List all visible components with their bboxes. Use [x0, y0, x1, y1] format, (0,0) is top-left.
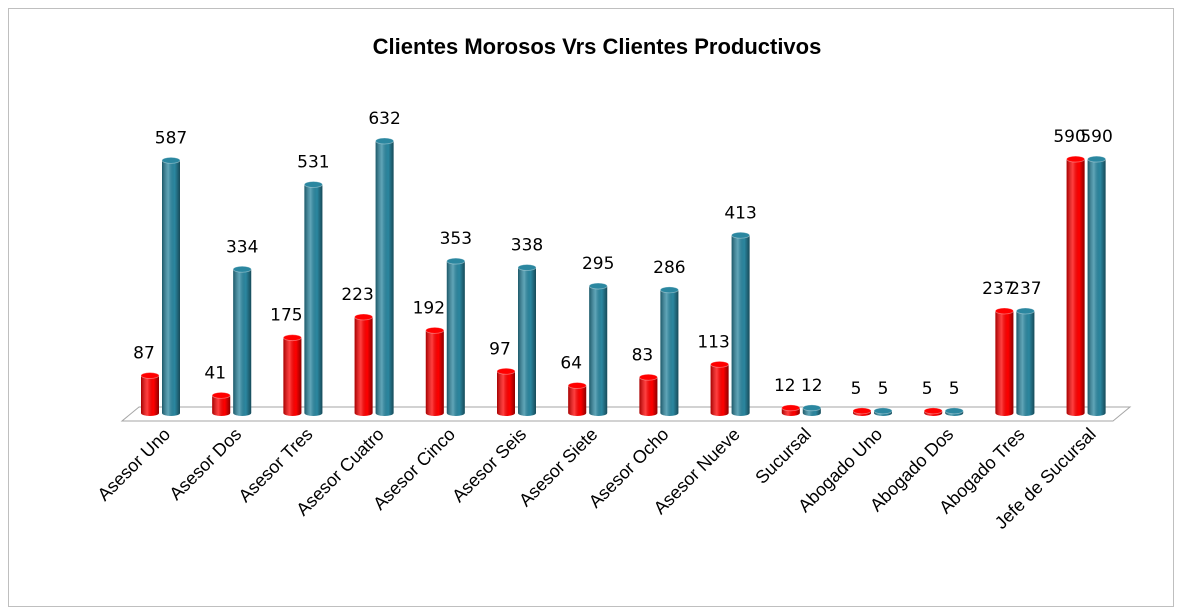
value-label: 286 [653, 258, 685, 278]
bar-top [639, 373, 658, 381]
bar-shade [995, 311, 1014, 416]
bar-top [375, 137, 395, 145]
bar-shade [354, 317, 373, 416]
bar-top [496, 367, 516, 375]
bar-shade [283, 337, 302, 416]
value-label: 587 [155, 128, 187, 148]
value-label: 237 [1009, 279, 1041, 299]
value-label: 632 [368, 109, 400, 129]
value-label: 338 [511, 236, 543, 256]
value-label: 87 [133, 344, 155, 364]
bar-shade [1066, 159, 1085, 417]
bar-top [1066, 155, 1085, 163]
bar-top [1087, 155, 1106, 163]
bar-shade [375, 141, 394, 416]
value-label: 12 [801, 376, 823, 396]
value-label: 64 [560, 353, 582, 373]
value-label: 113 [697, 332, 729, 352]
bar-top [1016, 307, 1035, 315]
bar-shade [233, 269, 252, 416]
bar-top [995, 307, 1014, 315]
bar-top [781, 404, 801, 412]
bar-top [161, 156, 181, 164]
bar-shade [568, 385, 587, 416]
value-label: 237 [982, 279, 1014, 299]
value-label: 353 [440, 229, 472, 249]
value-label: 531 [297, 152, 329, 172]
bar-top [354, 313, 374, 321]
value-label: 5 [922, 379, 933, 399]
bar-top [731, 231, 750, 239]
bar-top [944, 407, 964, 415]
bar-top [211, 391, 231, 399]
value-label: 5 [878, 379, 889, 399]
floor [120, 406, 1132, 422]
value-label: 41 [204, 363, 226, 383]
bar-top [852, 407, 872, 415]
value-label: 83 [632, 345, 654, 365]
bar-top [282, 334, 302, 342]
value-label: 590 [1080, 127, 1112, 147]
value-label: 223 [341, 285, 373, 305]
bar-shade [497, 371, 515, 416]
bar-shade [212, 395, 231, 416]
value-label: 97 [489, 339, 511, 359]
bar-top [588, 282, 608, 290]
value-label: 5 [949, 379, 960, 399]
bar-top [873, 407, 893, 415]
bar-top [802, 404, 822, 412]
bar-top [923, 407, 943, 415]
value-label: 413 [724, 203, 756, 223]
bar-shade [518, 267, 536, 416]
bar-top [517, 264, 537, 271]
bar-shade [141, 375, 159, 416]
bar-shade [639, 377, 658, 416]
value-label: 590 [1053, 127, 1085, 147]
bar-shade [425, 330, 444, 416]
bar-top [232, 265, 252, 273]
value-label: 295 [582, 254, 614, 274]
bar-shade [1016, 311, 1035, 416]
bar-top [303, 181, 323, 188]
value-label: 12 [774, 376, 796, 396]
bar-top [140, 372, 160, 379]
value-label: 175 [270, 306, 302, 326]
bar-shade [304, 184, 323, 416]
bar-shade [589, 286, 608, 416]
chart-title: Clientes Morosos Vrs Clientes Productivo… [373, 34, 822, 59]
bar-top [425, 326, 445, 334]
value-label: 334 [226, 237, 258, 257]
bar-top [660, 286, 679, 294]
bar-shade [446, 261, 465, 416]
bar-shade [731, 235, 750, 416]
bar-top [446, 257, 466, 265]
bar-shade [710, 364, 729, 416]
bar-shade [162, 160, 180, 416]
value-label: 5 [851, 379, 862, 399]
bar-shade [1087, 159, 1106, 417]
bar-top [710, 360, 729, 368]
bar-top [567, 382, 587, 389]
bar-shade [660, 289, 679, 416]
value-label: 192 [413, 298, 445, 318]
